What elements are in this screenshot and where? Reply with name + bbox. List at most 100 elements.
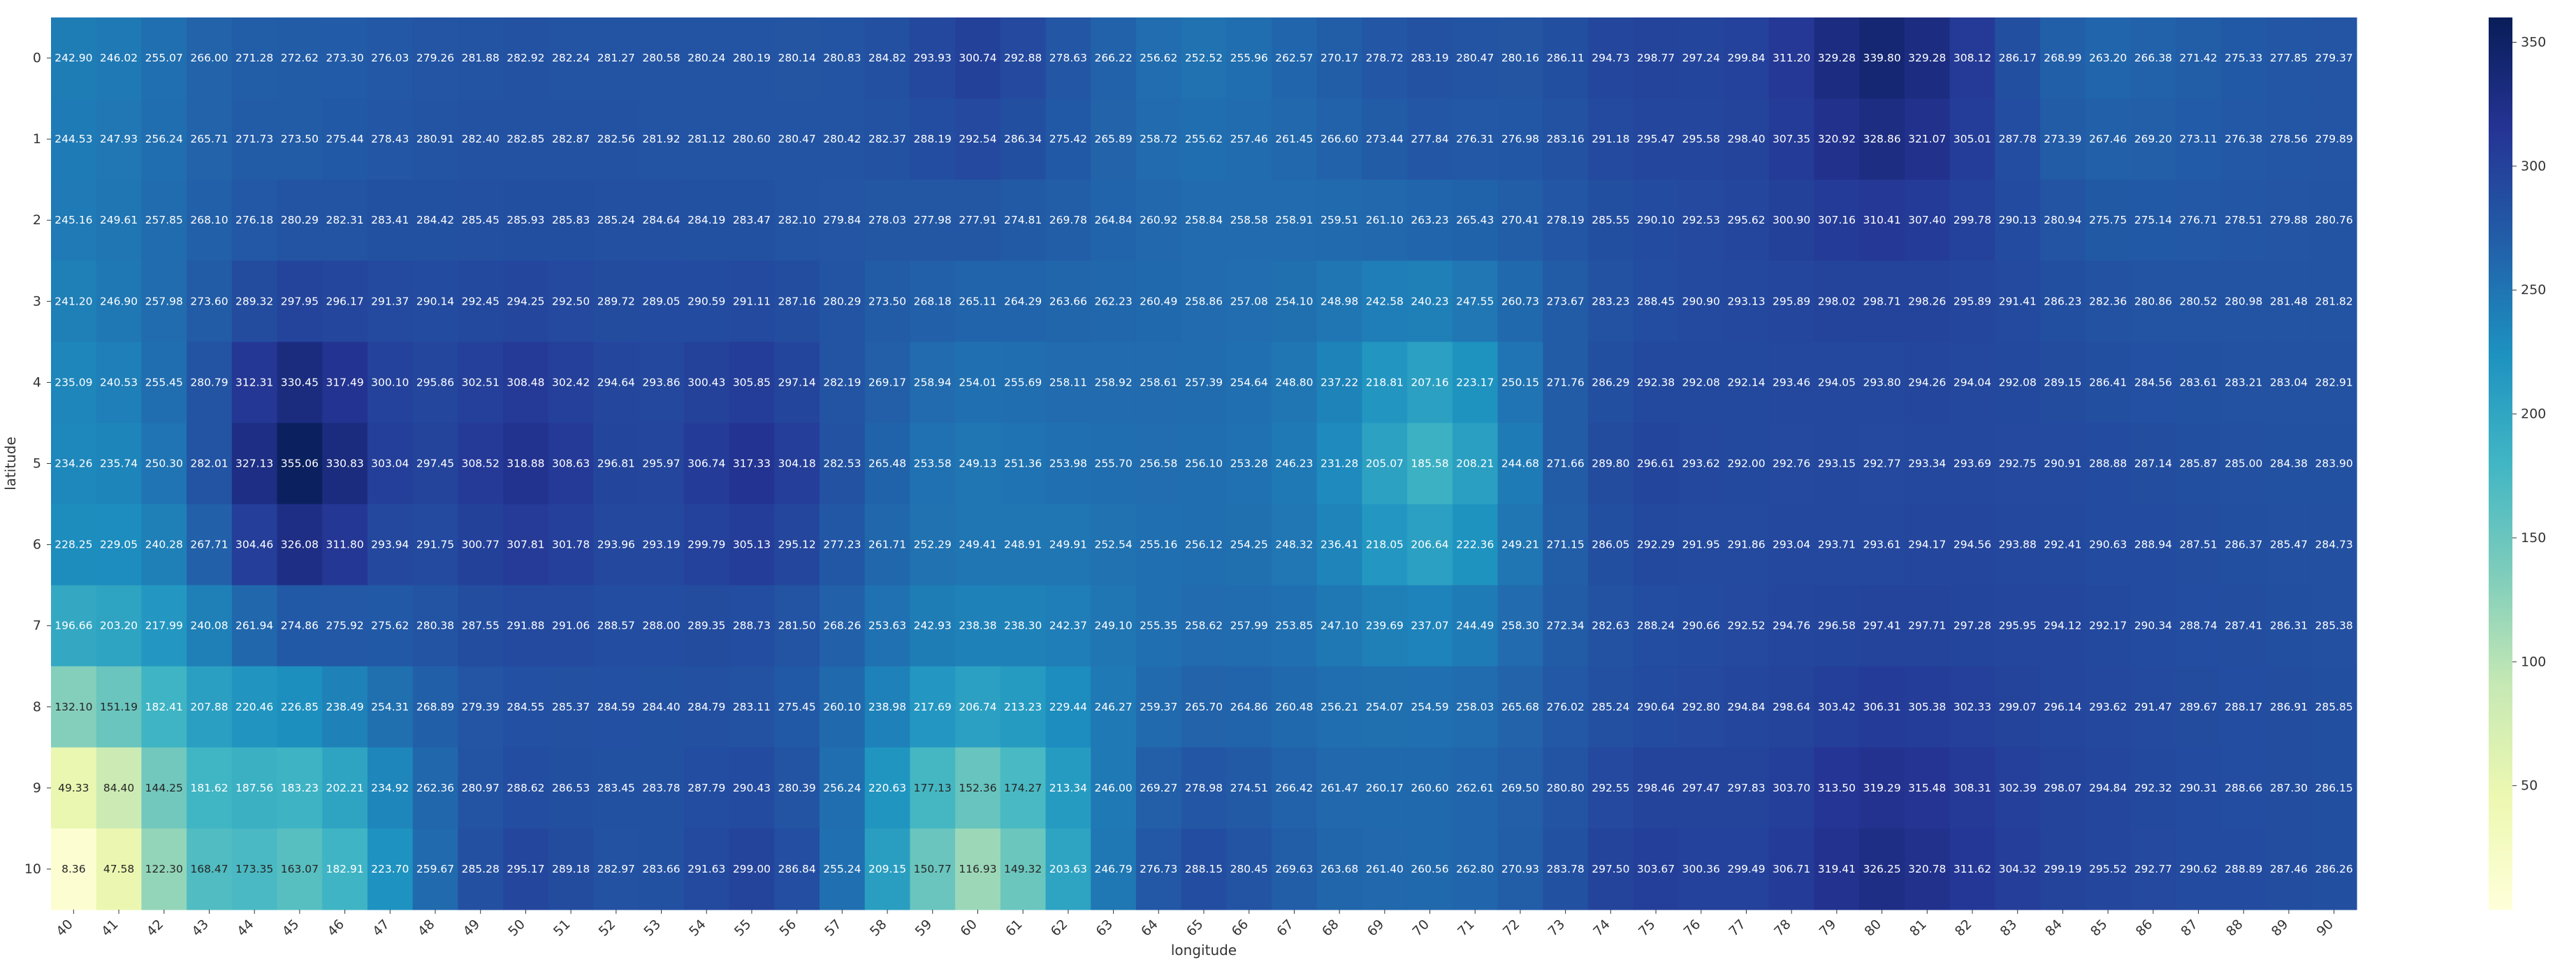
- heatmap-cell: [639, 747, 685, 829]
- cell-value-label: 267.46: [2089, 133, 2127, 145]
- cell-value-label: 245.16: [54, 214, 92, 226]
- x-tick-label: 80: [1861, 917, 1884, 940]
- cell-value-label: 292.32: [2134, 782, 2172, 794]
- cell-value-label: 300.77: [462, 539, 500, 551]
- cell-value-label: 292.08: [1682, 376, 1720, 388]
- heatmap-cell: [1904, 99, 1951, 180]
- cell-value-label: 287.14: [2134, 458, 2172, 470]
- heatmap-cell: [1181, 17, 1227, 99]
- x-tick-label: 85: [2088, 917, 2111, 940]
- heatmap-cell: [1452, 261, 1499, 342]
- heatmap-cell: [1904, 666, 1951, 748]
- x-tick-label: 61: [1003, 917, 1026, 940]
- cell-value-label: 213.34: [1049, 782, 1087, 794]
- heatmap-cell: [1768, 828, 1815, 910]
- heatmap-cell: [1452, 342, 1499, 424]
- cell-value-label: 261.10: [1366, 214, 1404, 226]
- heatmap-cell: [593, 342, 639, 424]
- heatmap-cell: [367, 17, 414, 99]
- heatmap-cell: [1316, 423, 1363, 505]
- heatmap-cell: [548, 747, 595, 829]
- cell-value-label: 144.25: [145, 782, 183, 794]
- cell-value-label: 305.38: [1908, 701, 1946, 713]
- heatmap-cell: [1272, 17, 1318, 99]
- cell-value-label: 293.71: [1818, 539, 1856, 551]
- heatmap-cell: [187, 180, 233, 261]
- heatmap-cell: [322, 17, 368, 99]
- colorbar: [2489, 17, 2512, 910]
- heatmap-cell: [1543, 504, 1589, 586]
- heatmap-cell: [51, 17, 97, 99]
- cell-value-label: 276.31: [1456, 133, 1494, 145]
- x-tick-label: 63: [1093, 917, 1116, 940]
- cell-value-label: 295.97: [642, 458, 680, 470]
- heatmap-cell: [1135, 423, 1182, 505]
- cell-value-label: 259.37: [1140, 701, 1177, 713]
- cell-value-label: 240.08: [190, 620, 228, 632]
- cell-value-label: 261.40: [1366, 863, 1404, 875]
- cell-value-label: 292.80: [1682, 701, 1720, 713]
- heatmap-cell: [2085, 180, 2132, 261]
- cell-value-label: 258.72: [1140, 133, 1177, 145]
- y-axis-ticks: 0 1 2 3 4 5 6 7 8 9 10: [24, 50, 51, 877]
- heatmap-cell: [2130, 747, 2176, 829]
- x-tick-label: 41: [99, 917, 122, 940]
- heatmap-cell: [683, 261, 730, 342]
- heatmap-cell: [683, 828, 730, 910]
- cell-value-label: 289.72: [597, 295, 635, 307]
- cell-value-label: 248.98: [1320, 295, 1358, 307]
- heatmap-cell: [1678, 261, 1724, 342]
- cell-value-label: 262.23: [1094, 295, 1132, 307]
- heatmap-cell: [231, 17, 278, 99]
- heatmap-cell: [2130, 666, 2176, 748]
- heatmap-cell: [1000, 504, 1047, 586]
- cell-value-label: 286.11: [1547, 52, 1585, 64]
- cell-value-label: 294.56: [1953, 539, 1991, 551]
- heatmap-cell: [2130, 342, 2176, 424]
- cell-value-label: 283.23: [1592, 295, 1629, 307]
- heatmap-cell: [1588, 504, 1634, 586]
- cell-value-label: 270.17: [1320, 52, 1358, 64]
- heatmap-cell: [639, 828, 685, 910]
- x-tick-label: 76: [1681, 917, 1704, 940]
- x-tick-label: 86: [2133, 917, 2156, 940]
- cell-value-label: 283.78: [1547, 863, 1585, 875]
- heatmap-cell: [1724, 504, 1770, 586]
- heatmap-cell: [1272, 342, 1318, 424]
- cell-value-label: 263.20: [2089, 52, 2127, 64]
- heatmap-cell: [51, 342, 97, 424]
- heatmap-cell: [683, 423, 730, 505]
- cell-value-label: 301.78: [552, 539, 590, 551]
- heatmap-cell: [1497, 342, 1543, 424]
- y-tick-label: 6: [33, 537, 41, 553]
- cell-value-label: 265.89: [1094, 133, 1132, 145]
- heatmap-cell: [1724, 17, 1770, 99]
- cell-value-label: 281.82: [2315, 295, 2353, 307]
- cell-value-label: 277.84: [1411, 133, 1448, 145]
- cell-value-label: 292.53: [1682, 214, 1720, 226]
- cell-value-label: 296.17: [326, 295, 363, 307]
- cell-value-label: 229.44: [1049, 701, 1087, 713]
- cell-value-label: 284.40: [642, 701, 680, 713]
- colorbar-tick-label: 350: [2521, 34, 2546, 50]
- cell-value-label: 275.33: [2225, 52, 2262, 64]
- cell-value-label: 275.42: [1049, 133, 1087, 145]
- cell-value-label: 299.78: [1953, 214, 1991, 226]
- heatmap-cell: [593, 423, 639, 505]
- cell-value-label: 280.94: [2044, 214, 2081, 226]
- heatmap-cell: [2085, 828, 2132, 910]
- cell-value-label: 283.21: [2225, 376, 2262, 388]
- cell-value-label: 203.20: [100, 620, 138, 632]
- cell-value-label: 260.56: [1411, 863, 1448, 875]
- heatmap-cell: [1135, 666, 1182, 748]
- heatmap-cell: [1452, 99, 1499, 180]
- cell-value-label: 295.47: [1637, 133, 1675, 145]
- heatmap-cell: [1588, 17, 1634, 99]
- x-axis-ticks: 40 41 42 43 44 45 46 47 48 49 50 51 52 53 54 55 56 57 58 59…: [53, 910, 2336, 940]
- cell-value-label: 293.46: [1773, 376, 1810, 388]
- cell-value-label: 285.37: [552, 701, 590, 713]
- heatmap-cell: [2130, 585, 2176, 667]
- cell-value-label: 292.75: [1999, 458, 2037, 470]
- heatmap-cell: [1995, 99, 2041, 180]
- cell-value-label: 291.63: [687, 863, 725, 875]
